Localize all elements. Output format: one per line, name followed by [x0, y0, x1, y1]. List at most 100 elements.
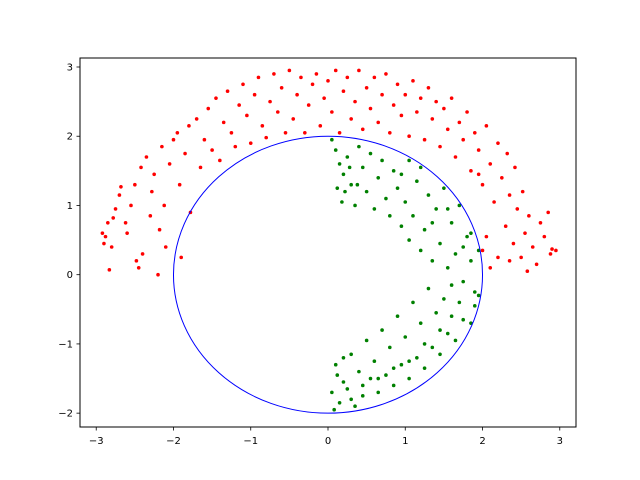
data-point	[403, 92, 408, 97]
data-point	[418, 321, 423, 325]
data-point	[107, 268, 112, 272]
data-point	[167, 162, 172, 166]
data-point	[102, 241, 106, 246]
data-point	[103, 234, 108, 239]
data-point	[415, 110, 419, 114]
data-point	[380, 158, 384, 163]
data-point	[136, 265, 141, 270]
data-point	[430, 220, 435, 225]
data-point	[368, 106, 373, 111]
data-point	[384, 72, 388, 76]
data-point	[349, 117, 353, 121]
data-point	[355, 182, 360, 187]
data-point	[525, 269, 530, 274]
data-point	[353, 99, 357, 104]
data-point	[179, 255, 184, 260]
y-tick-label: 2	[67, 132, 73, 143]
data-point	[511, 241, 516, 246]
data-point	[407, 238, 411, 242]
data-point	[256, 75, 261, 80]
data-point	[268, 99, 272, 104]
data-point	[523, 231, 527, 235]
y-tick-label: −2	[58, 409, 73, 420]
y-tick-label: 0	[67, 270, 73, 281]
data-point	[453, 338, 458, 343]
x-tick-label: 2	[479, 436, 485, 447]
data-point	[275, 110, 280, 114]
y-tick-label: 3	[67, 63, 73, 74]
y-axis: −2 −1 0 1 2 3	[58, 63, 80, 420]
data-point	[187, 124, 191, 128]
data-point	[368, 151, 373, 156]
data-point	[368, 376, 373, 381]
data-point	[534, 262, 539, 267]
data-point	[163, 245, 168, 249]
data-point	[353, 203, 357, 208]
data-point	[546, 210, 550, 215]
data-point	[418, 165, 423, 170]
data-point	[337, 162, 342, 166]
data-point	[426, 85, 431, 90]
data-point	[442, 186, 446, 190]
data-point	[345, 75, 350, 80]
data-point	[519, 255, 523, 260]
data-point	[372, 359, 377, 364]
data-point	[449, 314, 454, 319]
data-point	[310, 82, 315, 87]
y-tick-label: −1	[58, 339, 73, 350]
data-point	[384, 196, 388, 201]
data-point	[299, 75, 303, 80]
data-point	[129, 203, 133, 208]
data-point	[314, 72, 319, 76]
data-point	[411, 214, 415, 218]
plot-layer	[100, 68, 558, 414]
data-point	[345, 155, 350, 159]
data-point	[422, 137, 427, 142]
data-point	[391, 366, 396, 370]
data-point	[476, 148, 481, 152]
data-point	[434, 310, 438, 315]
data-point	[360, 165, 365, 170]
data-point	[530, 245, 535, 249]
data-point	[357, 369, 361, 374]
data-point	[360, 383, 365, 388]
data-point	[171, 137, 176, 142]
data-point	[391, 103, 396, 107]
data-point	[357, 68, 361, 73]
data-point	[430, 259, 435, 263]
data-point	[422, 227, 427, 232]
data-point	[333, 362, 338, 367]
data-point	[538, 220, 543, 225]
data-point	[438, 328, 442, 332]
data-point	[202, 137, 207, 142]
data-point	[140, 252, 145, 256]
data-point	[376, 376, 381, 381]
data-point	[449, 220, 454, 225]
x-axis: −3 −2 −1 0 1 2 3	[89, 427, 563, 447]
data-point	[237, 103, 241, 107]
data-point	[376, 175, 381, 180]
data-point	[144, 155, 149, 159]
data-point	[343, 189, 347, 194]
data-point	[445, 207, 450, 211]
data-point	[480, 182, 485, 187]
data-point	[422, 366, 427, 370]
data-point	[488, 162, 493, 166]
data-point	[318, 124, 323, 128]
data-point	[388, 345, 392, 350]
data-point	[376, 390, 381, 395]
data-point	[434, 207, 438, 211]
data-point	[384, 373, 388, 377]
data-point	[252, 92, 257, 97]
data-point	[198, 165, 203, 170]
data-point	[418, 248, 423, 253]
data-point	[399, 172, 404, 177]
data-point	[264, 135, 268, 140]
data-point	[395, 314, 400, 319]
data-point	[550, 247, 554, 251]
series-0	[100, 68, 558, 277]
data-point	[333, 68, 338, 73]
data-point	[461, 279, 466, 284]
data-point	[221, 120, 226, 125]
data-point	[461, 317, 466, 322]
